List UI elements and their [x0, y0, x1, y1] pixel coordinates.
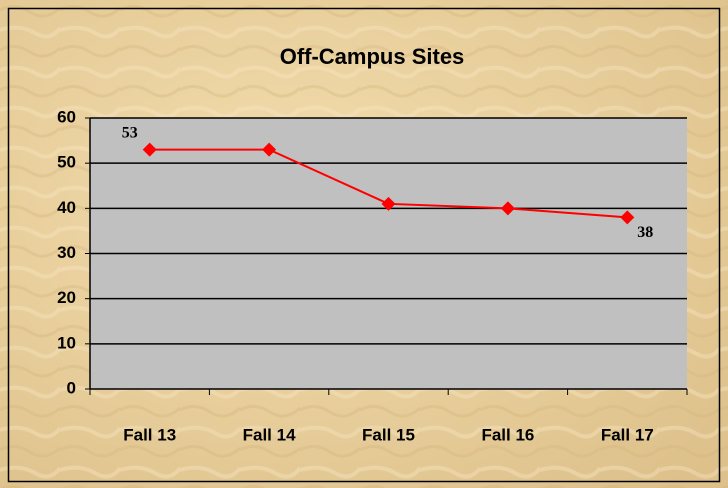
- y-tick-label: 20: [57, 288, 76, 307]
- marker: [500, 201, 515, 216]
- x-tick-label: Fall 17: [601, 425, 654, 444]
- y-tick-label: 50: [57, 153, 76, 172]
- x-tick-label: Fall 13: [123, 425, 176, 444]
- x-tick-label: Fall 14: [243, 425, 296, 444]
- marker: [142, 142, 157, 157]
- x-tick-label: Fall 16: [481, 425, 534, 444]
- data-label: 53: [122, 124, 138, 141]
- x-tick-label: Fall 15: [362, 425, 415, 444]
- marker: [262, 142, 277, 157]
- chart-border: [7, 7, 721, 483]
- marker: [620, 210, 635, 225]
- y-tick-label: 40: [57, 198, 76, 217]
- y-tick-label: 10: [57, 333, 76, 352]
- data-label: 38: [637, 224, 653, 241]
- marker: [381, 196, 396, 211]
- y-tick-label: 60: [57, 107, 76, 126]
- chart-title: Off-Campus Sites: [280, 44, 465, 69]
- y-tick-label: 0: [67, 378, 76, 397]
- y-tick-label: 30: [57, 243, 76, 262]
